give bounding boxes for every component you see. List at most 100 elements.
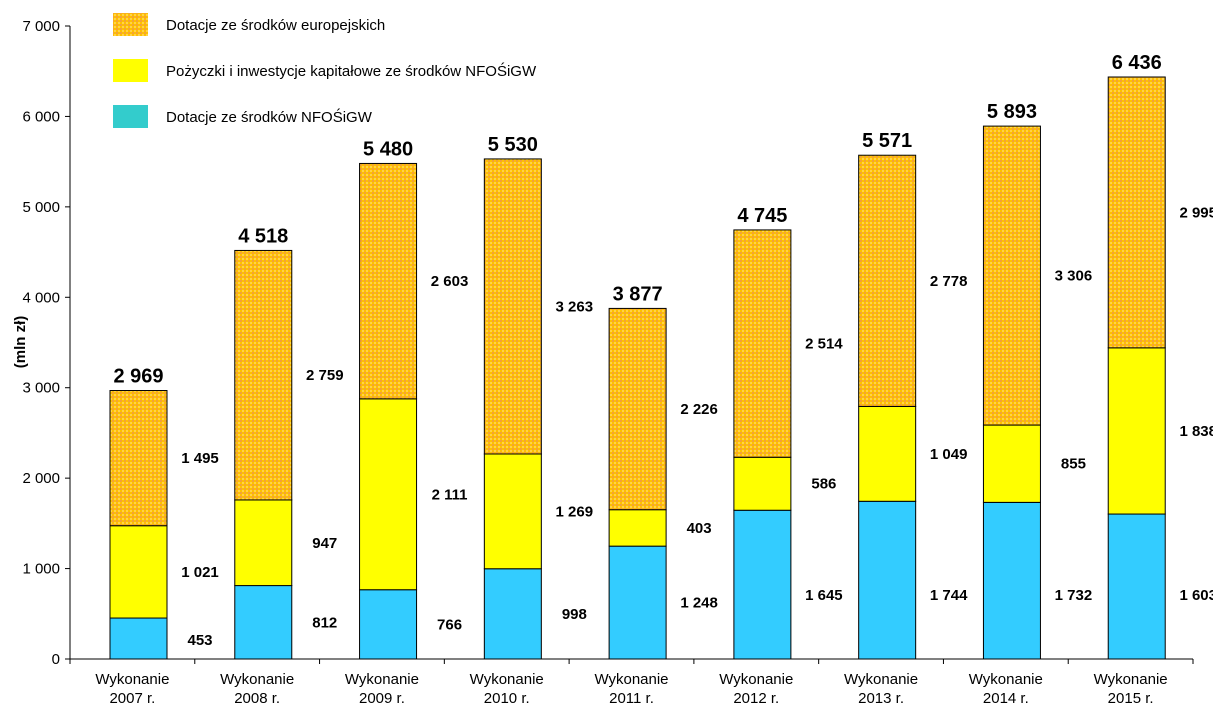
segment-value-label: 1 269: [556, 503, 594, 520]
legend-swatch: [113, 13, 148, 36]
segment-value-label: 2 514: [805, 336, 843, 353]
x-category-label: Wykonanie: [719, 671, 793, 688]
segment-value-label: 2 778: [930, 273, 968, 290]
bar-segment-nfosigw-pozyczki: [359, 398, 418, 591]
total-value-label: 5 480: [363, 138, 413, 160]
y-tick-label: 5 000: [22, 199, 60, 216]
segment-value-label: 586: [811, 476, 836, 493]
segment-value-label: 1 645: [805, 587, 843, 604]
total-value-label: 4 518: [238, 225, 288, 247]
bar-segment-nfosigw-dotacje: [982, 501, 1041, 660]
bar-segment-europejskie: [359, 162, 418, 400]
y-axis-title: (mln zł): [12, 316, 29, 369]
total-value-label: 4 745: [737, 205, 787, 227]
bars: [109, 76, 1166, 660]
bar-segment-nfosigw-dotacje: [733, 509, 792, 660]
total-value-label: 2 969: [113, 366, 163, 388]
y-tick-label: 6 000: [22, 108, 60, 125]
legend-swatch: [113, 59, 148, 82]
segment-value-label: 947: [312, 535, 337, 552]
segment-value-label: 766: [437, 616, 462, 633]
bar-segment-nfosigw-dotacje: [109, 617, 168, 660]
segment-value-label: 2 603: [431, 273, 469, 290]
total-value-label: 5 571: [862, 130, 912, 152]
bar-segment-europejskie: [608, 307, 667, 511]
segment-value-label: 2 995: [1179, 204, 1213, 221]
segment-value-label: 2 226: [680, 401, 718, 418]
bar-segment-europejskie: [109, 390, 168, 527]
y-tick-label: 0: [52, 651, 60, 668]
y-tick-label: 4 000: [22, 289, 60, 306]
segment-value-label: 3 306: [1055, 268, 1093, 285]
x-category-label: Wykonanie: [345, 671, 419, 688]
bar-segment-nfosigw-dotacje: [483, 568, 542, 660]
legend: Dotacje ze środków europejskich Pożyczki …: [113, 13, 537, 128]
y-tick-label: 1 000: [22, 561, 60, 578]
bar-segment-nfosigw-dotacje: [858, 500, 917, 660]
segment-value-label: 998: [562, 606, 587, 623]
x-category-label: Wykonanie: [844, 671, 918, 688]
segment-value-label: 403: [687, 520, 712, 537]
segment-value-label: 855: [1061, 456, 1086, 473]
bar-segment-europejskie: [483, 158, 542, 455]
bar-segment-nfosigw-pozyczki: [109, 525, 168, 619]
x-category-label: 2014 r.: [983, 690, 1029, 707]
x-category-label: Wykonanie: [1094, 671, 1168, 688]
x-category-label: 2013 r.: [858, 690, 904, 707]
segment-value-label: 1 838: [1179, 423, 1213, 440]
axes: 0 1 000 2 000 3 000 4 000 5 000 6 000 7 000 (mln…: [12, 18, 1194, 707]
bar-segment-nfosigw-pozyczki: [483, 453, 542, 570]
bar-segment-nfosigw-dotacje: [234, 585, 293, 660]
x-category-label: 2010 r.: [484, 690, 530, 707]
segment-value-label: 1 021: [181, 564, 219, 581]
x-category-label: 2012 r.: [733, 690, 779, 707]
bar-segment-nfosigw-pozyczki: [608, 509, 667, 547]
total-value-label: 3 877: [613, 283, 663, 305]
segment-value-label: 2 111: [432, 486, 468, 503]
segment-value-label: 1 744: [930, 587, 968, 604]
bar-segment-europejskie: [982, 125, 1041, 426]
segment-value-label: 812: [312, 614, 337, 631]
total-value-label: 5 893: [987, 101, 1037, 123]
x-category-label: Wykonanie: [95, 671, 169, 688]
x-category-label: Wykonanie: [220, 671, 294, 688]
x-category-label: Wykonanie: [969, 671, 1043, 688]
legend-label: Dotacje ze środków NFOŚiGW: [166, 108, 373, 126]
segment-value-label: 453: [187, 632, 212, 649]
x-category-label: 2011 r.: [609, 690, 654, 707]
total-value-label: 5 530: [488, 134, 538, 156]
segment-value-label: 3 263: [556, 298, 594, 315]
bar-segment-nfosigw-pozyczki: [858, 405, 917, 502]
segment-value-label: 2 759: [306, 367, 344, 384]
y-tick-label: 2 000: [22, 470, 60, 487]
x-category-label: 2015 r.: [1108, 690, 1154, 707]
bar-segment-nfosigw-dotacje: [1107, 513, 1166, 660]
x-category-label: 2007 r.: [109, 690, 155, 707]
segment-value-label: 1 603: [1179, 587, 1213, 604]
legend-label: Dotacje ze środków europejskich: [166, 17, 385, 34]
bar-segment-europejskie: [733, 229, 792, 458]
bar-segment-nfosigw-dotacje: [359, 589, 418, 660]
segment-value-label: 1 049: [930, 446, 968, 463]
y-tick-label: 7 000: [22, 18, 60, 35]
bar-segment-europejskie: [858, 154, 917, 407]
data-labels: 453 1 021 1 495 812 947 2 759 766 2 111 2 603 998…: [113, 52, 1213, 649]
x-category-label: Wykonanie: [594, 671, 668, 688]
bar-segment-nfosigw-dotacje: [608, 545, 667, 660]
bar-segment-nfosigw-pozyczki: [234, 499, 293, 587]
segment-value-label: 1 732: [1055, 587, 1093, 604]
bar-segment-nfosigw-pozyczki: [1107, 347, 1166, 515]
y-tick-label: 3 000: [22, 380, 60, 397]
segment-value-label: 1 248: [680, 595, 718, 612]
bar-segment-nfosigw-pozyczki: [733, 456, 792, 511]
bar-segment-europejskie: [234, 249, 293, 501]
segment-value-label: 1 495: [181, 450, 219, 467]
legend-label: Pożyczki i inwestycje kapitałowe ze środ…: [166, 62, 537, 80]
x-category-label: 2008 r.: [234, 690, 280, 707]
bar-segment-nfosigw-pozyczki: [982, 424, 1041, 503]
total-value-label: 6 436: [1112, 52, 1162, 74]
bar-segment-europejskie: [1107, 76, 1166, 349]
x-category-label: Wykonanie: [470, 671, 544, 688]
legend-swatch: [113, 105, 148, 128]
